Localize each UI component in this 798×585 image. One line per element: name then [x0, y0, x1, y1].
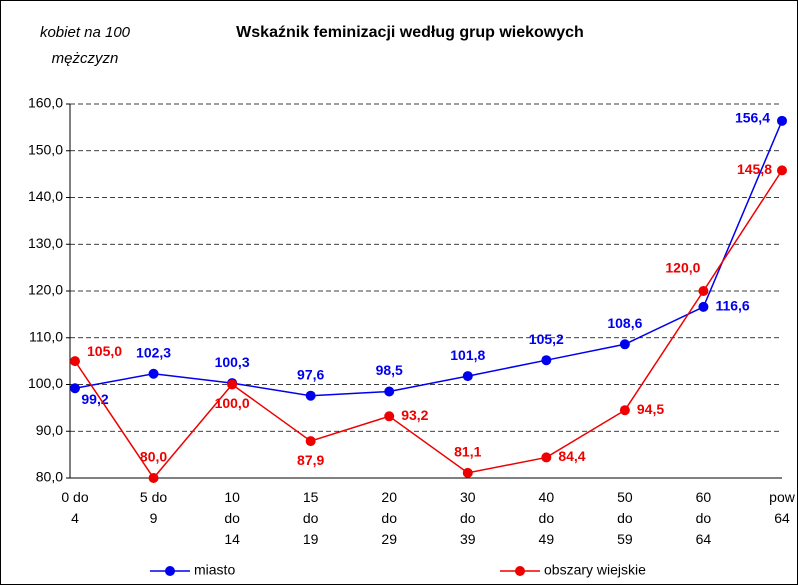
- series-line: [74, 169, 783, 480]
- point: [619, 339, 630, 350]
- legend-marker: [165, 566, 175, 576]
- data-label: 93,2: [401, 407, 428, 423]
- data-label: 156,4: [735, 110, 770, 126]
- chart-title: Wskaźnik feminizacji według grup wiekowy…: [236, 24, 584, 41]
- data-label: 100,0: [215, 395, 250, 411]
- point: [462, 371, 473, 382]
- x-tick-label: 30 do 39: [459, 489, 476, 547]
- data-label: 100,3: [215, 354, 250, 370]
- x-tick-label: 50 do 59: [617, 489, 633, 547]
- y-tick-label: 110,0: [29, 328, 63, 344]
- x-tick-label: 10 do 14: [224, 489, 240, 547]
- y-tick-label: 100,0: [28, 375, 63, 391]
- x-tick-label: 20 do 29: [381, 489, 397, 547]
- data-label: 97,6: [297, 366, 324, 382]
- data-label: 84,4: [558, 448, 585, 464]
- data-label: 80,0: [140, 449, 167, 465]
- x-tick-label: 15 do 19: [302, 489, 319, 547]
- data-label: 145,8: [737, 161, 772, 177]
- point: [541, 452, 552, 463]
- data-label: 87,9: [297, 452, 324, 468]
- data-label: 108,6: [607, 315, 642, 331]
- y-tick-label: 80,0: [36, 469, 63, 485]
- point: [777, 115, 787, 126]
- point: [384, 386, 395, 397]
- point: [777, 165, 787, 176]
- point: [698, 286, 709, 296]
- point: [541, 355, 552, 366]
- point: [619, 405, 630, 416]
- point: [148, 368, 159, 379]
- point: [384, 411, 395, 422]
- x-tick-label: pow 64: [769, 489, 795, 526]
- data-label: 105,0: [87, 343, 122, 359]
- legend-marker: [515, 566, 525, 576]
- point: [70, 383, 80, 394]
- data-label: 94,5: [637, 401, 664, 417]
- data-label: 120,0: [665, 260, 700, 276]
- data-label: 98,5: [376, 362, 403, 378]
- data-label: 99,2: [81, 391, 108, 407]
- y-axis-label: kobiet na 100 mężczyzn: [39, 24, 131, 67]
- point: [305, 390, 316, 401]
- data-label: 81,1: [454, 444, 481, 460]
- point: [227, 379, 238, 390]
- point: [70, 356, 80, 367]
- point: [148, 473, 159, 483]
- legend-label: miasto: [194, 562, 235, 578]
- data-label: 116,6: [715, 298, 749, 314]
- data-label: 101,8: [450, 347, 485, 363]
- y-tick-label: 160,0: [28, 95, 63, 111]
- x-tick-label: 0 do 4: [61, 489, 89, 526]
- point: [462, 467, 473, 478]
- x-tick-label: 5 do 9: [139, 489, 168, 526]
- point: [305, 436, 316, 447]
- legend-label: obszary wiejskie: [544, 562, 646, 578]
- x-tick-label: 40 do 49: [538, 489, 555, 547]
- y-tick-label: 140,0: [28, 188, 63, 204]
- y-tick-label: 120,0: [28, 282, 63, 298]
- y-tick-label: 90,0: [36, 422, 63, 438]
- point: [698, 301, 709, 312]
- data-label: 105,2: [529, 331, 564, 347]
- series-line: [74, 120, 783, 397]
- data-label: 102,3: [136, 344, 171, 360]
- x-tick-label: 60 do 64: [695, 489, 712, 547]
- y-tick-label: 130,0: [28, 235, 63, 251]
- y-tick-label: 150,0: [28, 141, 63, 157]
